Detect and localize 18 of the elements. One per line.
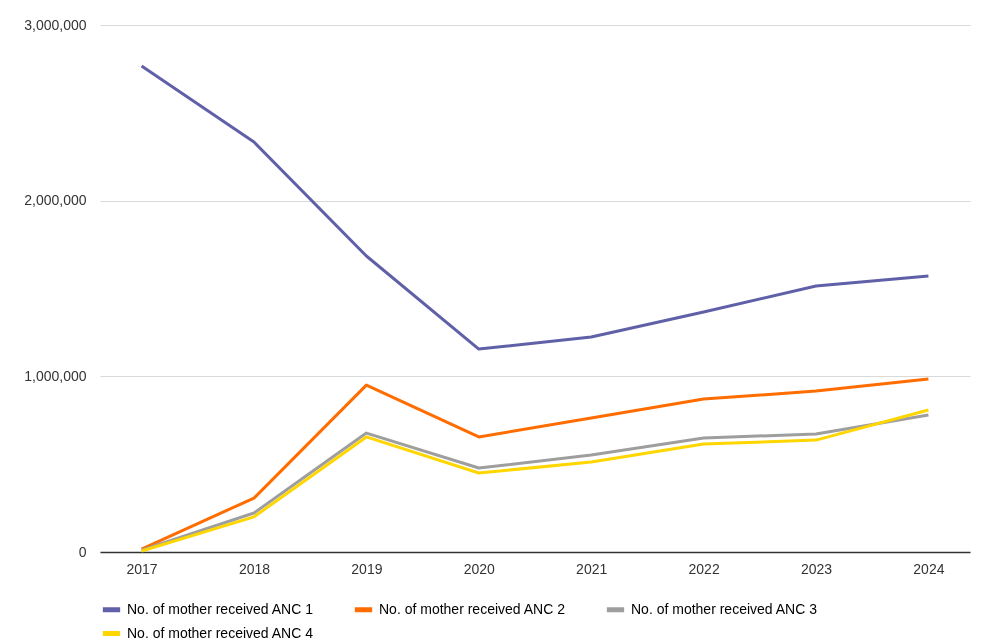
x-tick-label: 2024 [913, 560, 945, 577]
y-tick-label: 2,000,000 [24, 192, 87, 209]
line-series [140, 377, 930, 551]
line-series [140, 64, 930, 351]
legend-label: No. of mother received ANC 3 [631, 600, 818, 617]
y-tick-label: 1,000,000 [24, 367, 87, 384]
x-tick-label: 2018 [238, 560, 271, 577]
y-tick-label: 0 [78, 543, 87, 560]
x-tick-label: 2019 [351, 560, 383, 577]
x-tick-label: 2020 [463, 560, 496, 577]
y-tick-label: 3,000,000 [24, 16, 87, 33]
x-tick-label: 2023 [800, 560, 833, 577]
legend-label: No. of mother received ANC 4 [127, 624, 314, 641]
x-tick-label: 2021 [576, 560, 608, 577]
x-tick-label: 2017 [126, 560, 158, 577]
x-tick-label: 2022 [688, 560, 720, 577]
legend-label: No. of mother received ANC 1 [127, 600, 314, 617]
legend-label: No. of mother received ANC 2 [379, 600, 566, 617]
